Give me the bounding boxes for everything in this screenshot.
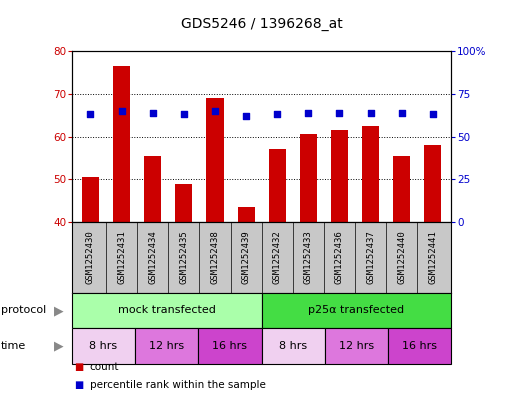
Bar — [388, 328, 451, 364]
Text: GSM1252438: GSM1252438 — [210, 231, 220, 284]
Text: count: count — [90, 362, 120, 373]
Point — [304, 110, 312, 116]
Bar — [331, 130, 348, 222]
Point — [180, 111, 188, 118]
Text: ▶: ▶ — [54, 339, 64, 353]
Text: GSM1252434: GSM1252434 — [148, 231, 157, 284]
Text: ■: ■ — [74, 362, 84, 373]
Point — [336, 110, 344, 116]
Text: GSM1252441: GSM1252441 — [428, 231, 437, 284]
Bar — [144, 156, 161, 222]
Text: protocol: protocol — [1, 305, 46, 316]
Text: GSM1252433: GSM1252433 — [304, 231, 313, 284]
Text: percentile rank within the sample: percentile rank within the sample — [90, 380, 266, 390]
Bar — [135, 328, 199, 364]
Bar — [262, 328, 325, 364]
Point — [398, 110, 406, 116]
Bar — [199, 328, 262, 364]
Point — [117, 108, 126, 114]
Text: GSM1252435: GSM1252435 — [180, 231, 188, 284]
Bar — [113, 66, 130, 222]
Text: GSM1252440: GSM1252440 — [397, 231, 406, 284]
Bar — [424, 145, 441, 222]
Text: ■: ■ — [74, 380, 84, 390]
Point — [86, 111, 94, 118]
Text: ▶: ▶ — [54, 304, 64, 317]
Text: 12 hrs: 12 hrs — [149, 341, 184, 351]
Point — [242, 113, 250, 119]
Point — [273, 111, 281, 118]
Text: 12 hrs: 12 hrs — [339, 341, 374, 351]
Text: p25α transfected: p25α transfected — [308, 305, 405, 316]
Text: 16 hrs: 16 hrs — [212, 341, 247, 351]
Bar — [72, 293, 262, 328]
Point — [366, 110, 374, 116]
Text: GSM1252439: GSM1252439 — [242, 231, 250, 284]
Bar — [82, 177, 99, 222]
Bar — [72, 328, 135, 364]
Bar — [269, 149, 286, 222]
Bar — [175, 184, 192, 222]
Bar — [325, 328, 388, 364]
Bar — [393, 156, 410, 222]
Text: time: time — [1, 341, 26, 351]
Text: GSM1252437: GSM1252437 — [366, 231, 375, 284]
Bar — [262, 293, 451, 328]
Text: GSM1252436: GSM1252436 — [335, 231, 344, 284]
Bar — [362, 126, 379, 222]
Point — [149, 110, 157, 116]
Text: 8 hrs: 8 hrs — [279, 341, 307, 351]
Point — [429, 111, 437, 118]
Text: mock transfected: mock transfected — [118, 305, 215, 316]
Text: GSM1252430: GSM1252430 — [86, 231, 95, 284]
Point — [211, 108, 219, 114]
Text: GDS5246 / 1396268_at: GDS5246 / 1396268_at — [181, 17, 343, 31]
Bar — [206, 98, 224, 222]
Bar — [238, 207, 254, 222]
Text: GSM1252432: GSM1252432 — [273, 231, 282, 284]
Text: 16 hrs: 16 hrs — [402, 341, 437, 351]
Text: 8 hrs: 8 hrs — [89, 341, 117, 351]
Bar — [300, 134, 317, 222]
Text: GSM1252431: GSM1252431 — [117, 231, 126, 284]
